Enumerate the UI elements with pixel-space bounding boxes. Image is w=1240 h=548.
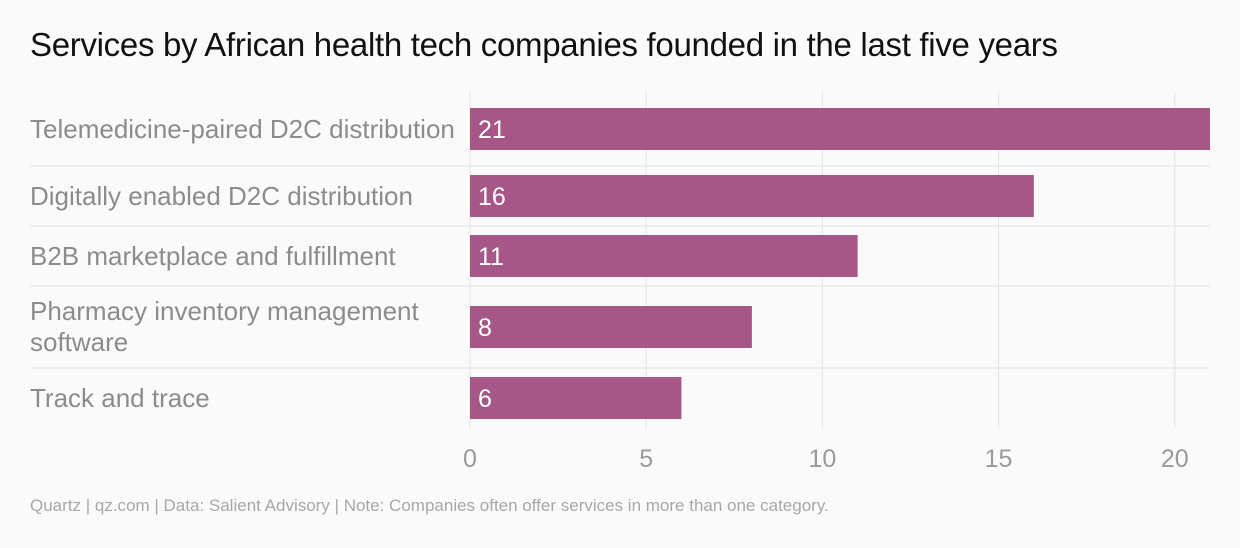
bar-4 bbox=[470, 377, 682, 419]
data-label-3: 8 bbox=[478, 314, 492, 342]
bar-2 bbox=[470, 235, 858, 277]
x-tick-label-3: 15 bbox=[985, 445, 1013, 473]
x-tick-label-1: 5 bbox=[639, 445, 653, 473]
category-label-0: Telemedicine-paired D2C distribution bbox=[30, 113, 455, 144]
category-label-1: Digitally enabled D2C distribution bbox=[30, 180, 413, 211]
category-label-3: Pharmacy inventory management software bbox=[30, 296, 419, 357]
source-note: Quartz | qz.com | Data: Salient Advisory… bbox=[30, 496, 829, 515]
x-tick-label-2: 10 bbox=[808, 445, 836, 473]
data-label-2: 11 bbox=[478, 243, 504, 271]
data-label-1: 16 bbox=[478, 183, 506, 211]
x-tick-label-0: 0 bbox=[463, 445, 477, 473]
category-label-2: B2B marketplace and fulfillment bbox=[30, 240, 396, 271]
bar-0 bbox=[470, 108, 1210, 150]
bar-3 bbox=[470, 306, 752, 348]
x-tick-label-4: 20 bbox=[1161, 445, 1189, 473]
data-label-4: 6 bbox=[478, 385, 492, 413]
bar-1 bbox=[470, 175, 1034, 217]
data-label-0: 21 bbox=[478, 116, 506, 144]
chart-title: Services by African health tech companie… bbox=[30, 26, 1058, 63]
category-label-4: Track and trace bbox=[30, 382, 210, 413]
